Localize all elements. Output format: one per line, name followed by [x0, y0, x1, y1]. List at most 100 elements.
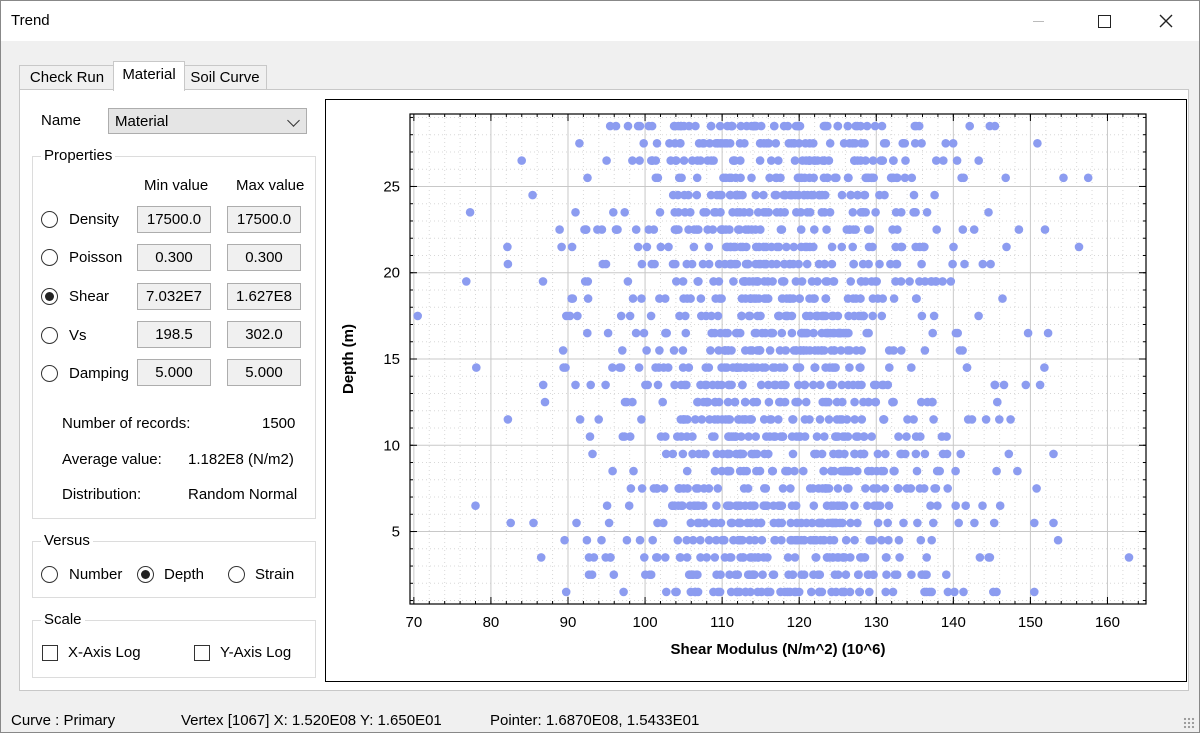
status-vertex: Vertex [1067] X: 1.520E08 Y: 1.650E01 — [181, 712, 442, 729]
data-point — [807, 587, 816, 597]
shear-radio[interactable] — [41, 288, 58, 305]
max-value-header: Max value — [236, 177, 305, 194]
data-point — [881, 449, 890, 459]
data-point — [926, 501, 935, 511]
name-combobox[interactable]: Material — [108, 108, 307, 134]
data-point — [841, 535, 851, 545]
minimize-button[interactable] — [1015, 1, 1061, 41]
data-point — [738, 380, 747, 390]
data-point — [628, 156, 637, 165]
vs-radio[interactable] — [41, 327, 58, 344]
data-point — [718, 225, 728, 234]
data-point — [594, 415, 603, 424]
data-point — [820, 121, 830, 131]
data-point — [715, 121, 725, 131]
data-point — [907, 363, 916, 372]
data-point — [902, 432, 911, 441]
data-point — [736, 518, 745, 528]
data-point — [725, 190, 735, 200]
data-point — [905, 277, 914, 286]
data-point — [676, 553, 685, 562]
scatter-chart[interactable]: 70 80 90 100 110 120 130 140 150 160 5 10 15 20 25 Shea… — [326, 100, 1186, 681]
data-point — [809, 501, 819, 511]
vs-max-field[interactable]: 302.0 — [227, 321, 301, 348]
data-point — [809, 328, 818, 338]
data-point — [832, 397, 842, 407]
data-point — [661, 449, 671, 459]
data-point — [782, 242, 791, 252]
tab-material[interactable]: Material — [113, 61, 185, 91]
versus-depth-radio[interactable] — [137, 566, 154, 583]
data-point — [718, 449, 727, 459]
data-point — [707, 156, 716, 165]
data-point — [877, 535, 886, 545]
tab-check-run[interactable]: Check Run — [19, 65, 115, 90]
data-point — [943, 587, 953, 597]
data-point — [912, 466, 922, 476]
data-point — [820, 535, 829, 545]
damping-radio[interactable] — [41, 365, 58, 382]
data-point — [770, 121, 779, 131]
data-point — [843, 173, 853, 183]
density-min-field[interactable]: 17500.0 — [137, 206, 211, 233]
trend-plot[interactable]: 70 80 90 100 110 120 130 140 150 160 5 10 15 20 25 Shea… — [325, 99, 1187, 682]
data-point — [567, 294, 576, 303]
data-point — [584, 570, 594, 579]
data-point — [809, 380, 818, 390]
damping-min-field[interactable]: 5.000 — [137, 359, 211, 386]
versus-strain-radio[interactable] — [228, 566, 245, 583]
data-point — [731, 328, 741, 338]
poisson-max-field[interactable]: 0.300 — [227, 244, 301, 271]
data-point — [692, 225, 701, 234]
data-point — [861, 156, 870, 165]
data-point — [736, 173, 745, 183]
data-point — [635, 156, 644, 165]
y-tick-label: 5 — [392, 524, 400, 541]
data-point — [879, 415, 889, 424]
data-point — [747, 415, 756, 424]
close-button[interactable] — [1143, 1, 1189, 41]
data-point — [759, 259, 769, 269]
data-point — [865, 225, 875, 234]
y-axis-log-checkbox[interactable] — [194, 645, 210, 661]
data-point — [665, 139, 674, 148]
shear-max-field[interactable]: 1.627E8 — [227, 283, 301, 310]
data-point — [985, 121, 995, 131]
data-point — [635, 535, 645, 545]
data-point — [799, 346, 808, 355]
resize-grip-icon[interactable] — [1183, 717, 1195, 729]
data-point — [841, 328, 850, 338]
versus-number-radio[interactable] — [41, 566, 58, 583]
maximize-button[interactable] — [1081, 1, 1127, 41]
damping-max-field[interactable]: 5.000 — [227, 359, 301, 386]
data-point — [885, 363, 894, 372]
data-point — [771, 139, 781, 148]
data-point — [882, 570, 891, 579]
poisson-min-field[interactable]: 0.300 — [137, 244, 211, 271]
shear-min-field[interactable]: 7.032E7 — [137, 283, 211, 310]
data-point — [668, 190, 678, 200]
data-point — [830, 570, 840, 579]
data-point — [681, 328, 691, 338]
data-point — [989, 518, 999, 528]
data-point — [696, 553, 705, 562]
poisson-radio[interactable] — [41, 249, 58, 266]
data-point — [1124, 553, 1134, 562]
x-axis-log-checkbox[interactable] — [42, 645, 58, 661]
data-point — [637, 484, 647, 493]
data-point — [978, 259, 988, 269]
data-point — [801, 397, 811, 407]
tab-soil-curve[interactable]: Soil Curve — [183, 65, 267, 90]
vs-min-field[interactable]: 198.5 — [137, 321, 211, 348]
data-point — [800, 173, 810, 183]
density-radio[interactable] — [41, 211, 58, 228]
data-point — [911, 432, 921, 441]
data-point — [801, 139, 810, 148]
data-point — [783, 587, 792, 597]
data-point — [754, 242, 764, 252]
density-max-field[interactable]: 17500.0 — [227, 206, 301, 233]
data-point — [928, 397, 937, 407]
data-point — [856, 208, 866, 217]
data-point — [740, 501, 750, 511]
data-point — [649, 484, 659, 493]
